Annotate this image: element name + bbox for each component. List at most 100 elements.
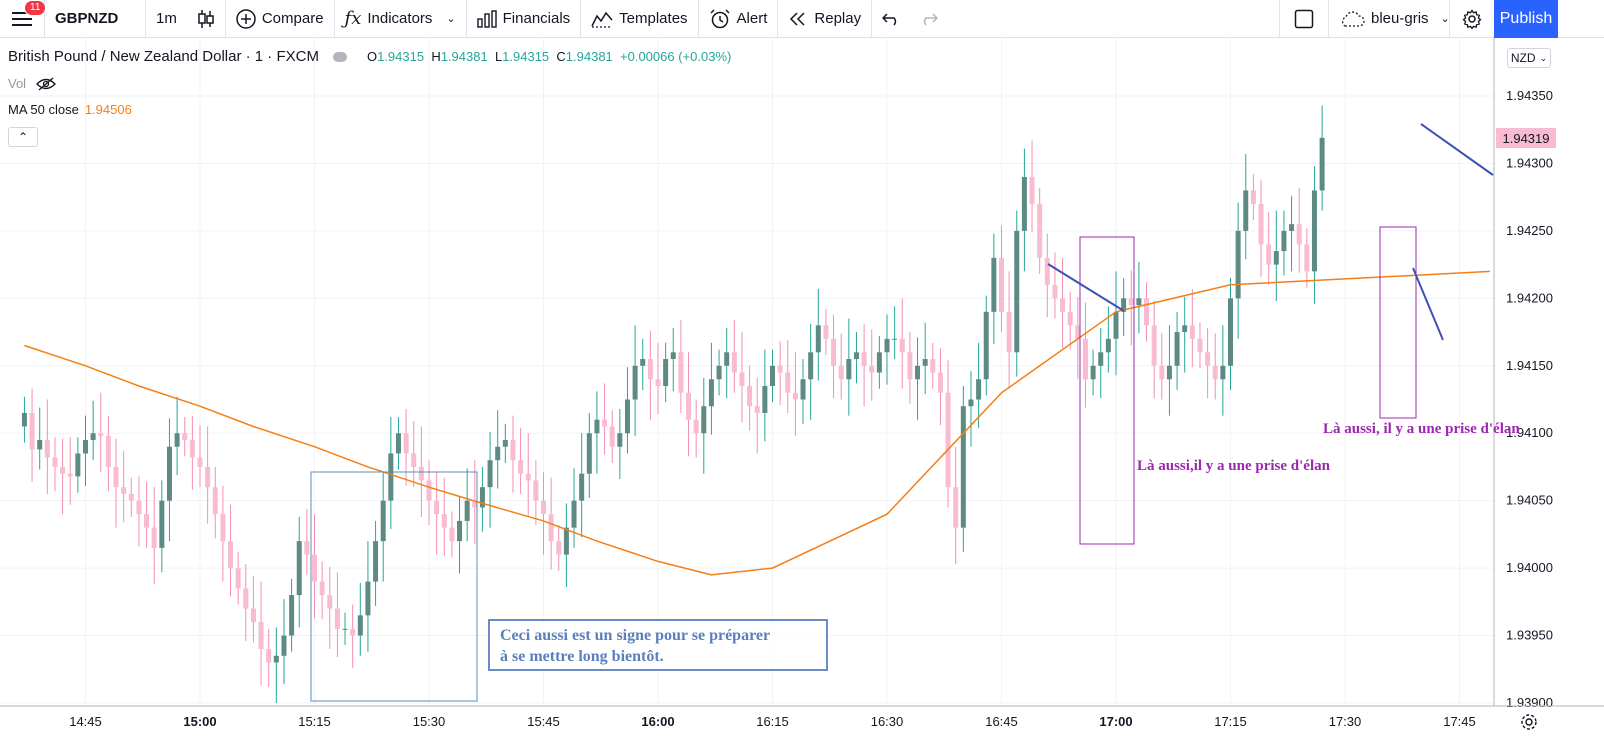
square-icon [1294, 9, 1314, 28]
undo-button[interactable] [872, 0, 910, 38]
price-tick-label: 1.94000 [1506, 560, 1553, 575]
candle-body [640, 359, 646, 366]
volume-legend[interactable]: Vol [8, 76, 56, 91]
divider [224, 0, 226, 38]
annotation-box-purple-1[interactable] [1079, 236, 1135, 545]
symbol-search-button[interactable]: GBPNZD [55, 10, 119, 27]
candle-body [1304, 244, 1310, 272]
time-tick-label: 17:45 [1443, 714, 1476, 729]
candle-body [960, 406, 966, 528]
candle-body [907, 352, 913, 380]
candle-body [1273, 251, 1279, 265]
annotation-box-purple-2[interactable] [1379, 226, 1417, 419]
price-tick-label: 1.93900 [1506, 695, 1553, 710]
trend-line-2[interactable] [1412, 267, 1444, 341]
fullscreen-layout-button[interactable] [1280, 0, 1328, 38]
annotation-text-3[interactable]: Là aussi, il y a une prise d'élan [1323, 421, 1520, 437]
time-tick-label: 16:45 [985, 714, 1018, 729]
candle-body [945, 392, 951, 488]
interval-button[interactable]: 1m [156, 10, 177, 27]
trend-line-3[interactable] [1420, 123, 1494, 176]
candle-body [976, 379, 982, 400]
candle-body [235, 568, 241, 589]
candle-body [899, 338, 905, 353]
price-tick-label: 1.94300 [1506, 155, 1553, 170]
annotation-text-2[interactable]: Là aussi,il y a une prise d'élan [1137, 458, 1330, 474]
candle-body [472, 500, 478, 508]
candle-body [617, 433, 623, 447]
candle-body [999, 257, 1004, 312]
candle-body [647, 359, 653, 380]
candle-series [21, 105, 1325, 703]
candle-body [670, 352, 676, 360]
axis-settings-icon[interactable] [1521, 714, 1537, 730]
candle-body [663, 359, 669, 387]
candle-body [556, 541, 562, 555]
settings-button[interactable] [1450, 0, 1494, 38]
time-axis: 14:45 15:00 15:15 15:30 15:45 16:00 16:15 16:30… [69, 714, 1476, 729]
main-menu-button[interactable]: 11 [0, 0, 47, 38]
candle-body [495, 446, 501, 461]
templates-button[interactable]: Templates [581, 0, 697, 38]
currency-selector[interactable]: NZD ⌄ [1507, 48, 1551, 68]
annotation-box-blue[interactable] [310, 471, 478, 702]
candle-body [571, 500, 577, 528]
trend-line-1[interactable] [1047, 263, 1125, 312]
candle-body [441, 514, 447, 528]
time-tick-label: 16:15 [756, 714, 789, 729]
candle-body [1189, 325, 1195, 339]
candle-body [388, 453, 394, 501]
chart-type-button[interactable] [187, 0, 225, 38]
candle-body [1235, 230, 1241, 299]
candle-body [754, 406, 760, 413]
time-tick-label: 15:00 [183, 714, 216, 729]
candle-body [602, 419, 608, 427]
collapse-legend-button[interactable]: ⌃ [8, 127, 38, 147]
candle-body [418, 466, 424, 481]
financials-button[interactable]: Financials [467, 0, 581, 38]
candle-body [1159, 365, 1165, 380]
candle-body [1128, 298, 1134, 306]
candle-body [1098, 352, 1104, 366]
open-value: 1.94315 [377, 49, 425, 64]
annotation-text-box[interactable]: Ceci aussi est un signe pour se préparer… [488, 619, 828, 671]
candle-body [1266, 244, 1272, 265]
replay-label: Replay [814, 10, 862, 27]
compare-label: Compare [261, 10, 324, 27]
chevron-down-icon[interactable]: ⌄ [446, 13, 456, 25]
volume-label: Vol [8, 76, 27, 91]
candle-body [487, 460, 493, 488]
candle-body [182, 433, 188, 440]
candle-body [258, 622, 264, 650]
time-tick-label: 14:45 [69, 714, 102, 729]
eye-crossed-icon[interactable] [36, 77, 56, 91]
candle-body [563, 527, 569, 555]
publish-button[interactable]: Publish [1494, 0, 1558, 38]
divider [333, 0, 335, 38]
candle-body [632, 365, 638, 400]
layout-menu-button[interactable]: bleu-gris ⌄ [1329, 0, 1450, 38]
replay-button[interactable]: Replay [778, 0, 871, 38]
candle-body [930, 359, 936, 373]
candle-body [426, 480, 432, 501]
indicators-button[interactable]: ƒx Indicators ⌄ [335, 0, 466, 38]
alert-button[interactable]: Alert [699, 0, 778, 38]
market-status-icon [332, 51, 347, 62]
candle-body [357, 615, 363, 636]
symbol-title[interactable]: British Pound / New Zealand Dollar · 1 ·… [8, 48, 319, 65]
candle-body [52, 457, 58, 467]
ma-legend[interactable]: MA 50 close 1.94506 [8, 102, 132, 117]
price-tick-label: 1.94050 [1506, 493, 1553, 508]
divider [871, 0, 873, 38]
compare-button[interactable]: Compare [226, 0, 334, 38]
candle-body [1105, 338, 1111, 353]
candle-body [312, 554, 317, 582]
candle-body [1296, 224, 1302, 245]
redo-button[interactable] [910, 0, 948, 38]
price-tick-label: 1.94350 [1506, 88, 1553, 103]
time-tick-label: 16:30 [871, 714, 904, 729]
candle-body [60, 466, 66, 474]
divider [465, 0, 467, 38]
templates-icon [591, 10, 613, 28]
candle-body [968, 399, 974, 407]
